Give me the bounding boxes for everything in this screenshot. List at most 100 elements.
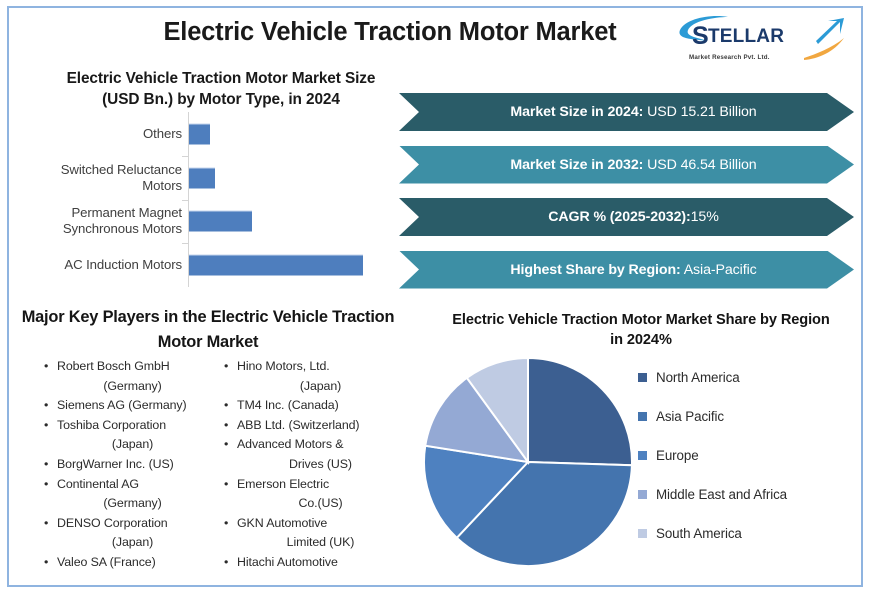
key-player-name: Toshiba Corporation [57, 417, 166, 432]
pie-slice: Europe: 15.5% [423, 444, 531, 540]
bar [189, 167, 216, 189]
kpi-banner-label: Market Size in 2032: [510, 156, 644, 173]
key-player-name: Valeo SA (France) [57, 554, 156, 569]
key-player-item: Valeo SA (France) [44, 553, 208, 573]
bar-chart-axis [188, 112, 189, 287]
pie-legend-swatch [638, 373, 647, 382]
svg-text:S: S [692, 22, 708, 50]
key-player-name: DENSO Corporation [57, 515, 168, 530]
bar-chart-row: Switched Reluctance Motors [14, 156, 400, 200]
bar-chart-tick [182, 155, 188, 157]
key-players-column-left: Robert Bosch GmbH (Germany) Siemens AG (Ge… [12, 357, 208, 573]
bar-chart-title: Electric Vehicle Traction Motor Market S… [66, 70, 376, 108]
kpi-banner-value: 15% [690, 209, 719, 225]
kpi-banner-text: Market Size in 2032: USD 46.54 Billion [496, 157, 756, 173]
key-player-name: Hitachi Automotive [237, 554, 338, 569]
bar [189, 123, 210, 145]
kpi-banner-value: USD 46.54 Billion [643, 156, 757, 173]
key-player-name: Hino Motors, Ltd. [237, 359, 330, 373]
bar-category-label: Others [143, 125, 182, 141]
key-player-item: ABB Ltd. (Switzerland) [224, 416, 404, 436]
pie-legend-swatch [638, 490, 647, 499]
key-players-title: Major Key Players in the Electric Vehicl… [21, 308, 395, 351]
key-player-name: Advanced Motors & [237, 437, 344, 452]
key-player-item: Hino Motors, Ltd. (Japan) [224, 357, 404, 396]
kpi-banner-text: Market Size in 2024: USD 15.21 Billion [496, 104, 756, 120]
key-player-item: Robert Bosch GmbH (Germany) [44, 357, 208, 396]
pie-legend-item: South America [638, 514, 856, 553]
bar-chart-tick [182, 243, 188, 245]
pie-legend-label: Asia Pacific [656, 409, 725, 424]
kpi-banner-text: CAGR % (2025-2032):15% [534, 209, 719, 225]
pie-slice: South America: 10% [465, 356, 529, 466]
bar-category-label: AC Induction Motors [64, 257, 182, 273]
bar [189, 210, 253, 232]
key-player-name: Continental AG [57, 476, 139, 491]
key-player-country: Co.(US) [298, 496, 343, 511]
pie-legend-swatch [638, 529, 647, 538]
pie-legend-label: South America [656, 526, 742, 541]
key-player-name: TM4 Inc. (Canada) [237, 398, 339, 413]
key-players-column-right: Hino Motors, Ltd. (Japan) TM4 Inc. (Canada… [208, 357, 404, 573]
stellar-logo-svg: S TELLAR Market Research Pvt. Ltd. [679, 16, 844, 61]
kpi-banner: Highest Share by Region: Asia-Pacific [399, 250, 854, 289]
key-player-country: Drives (US) [289, 456, 352, 471]
bar-category-label: Switched Reluctance Motors [60, 161, 182, 193]
key-player-name: Robert Bosch GmbH [57, 359, 170, 373]
key-player-name: ABB Ltd. (Switzerland) [237, 417, 360, 432]
pie-slice: Middle East and Africa: 12.5% [424, 376, 531, 464]
key-player-country: (Japan) [111, 437, 154, 452]
bar-chart-row: AC Induction Motors [14, 243, 400, 287]
kpi-banner-list: Market Size in 2024: USD 15.21 Billion Ma… [399, 93, 854, 290]
pie-chart-title: Electric Vehicle Traction Motor Market S… [452, 312, 830, 348]
pie-legend-label: North America [656, 370, 740, 385]
kpi-banner: Market Size in 2032: USD 46.54 Billion [399, 145, 854, 184]
key-player-item: Siemens AG (Germany) [44, 396, 208, 416]
pie-chart-panel: Electric Vehicle Traction Motor Market S… [416, 306, 858, 586]
key-player-name: Emerson Electric [237, 476, 330, 491]
pie-legend-swatch [638, 451, 647, 460]
key-player-item: DENSO Corporation (Japan) [44, 514, 208, 553]
key-player-country: (Japan) [111, 535, 154, 550]
key-player-item: Continental AG (Germany) [44, 475, 208, 514]
kpi-banner: CAGR % (2025-2032):15% [399, 198, 854, 236]
kpi-banner-text: Highest Share by Region: Asia-Pacific [496, 262, 756, 278]
key-player-item: Emerson Electric Co.(US) [224, 475, 404, 514]
key-player-name: GKN Automotive [237, 515, 328, 530]
key-player-country: Limited (UK) [286, 535, 355, 550]
pie-legend-item: North America [638, 358, 856, 397]
bar [189, 254, 363, 276]
pie-legend-item: Middle East and Africa [638, 475, 856, 514]
bar-category-label: Permanent Magnet Synchronous Motors [62, 205, 182, 237]
key-player-country: (Japan) [299, 378, 342, 393]
key-player-item: TM4 Inc. (Canada) [224, 396, 404, 416]
key-players-columns: Robert Bosch GmbH (Germany) Siemens AG (Ge… [12, 357, 404, 573]
svg-text:TELLAR: TELLAR [708, 26, 784, 47]
key-player-item: BorgWarner Inc. (US) [44, 455, 208, 475]
bar-chart-panel: Electric Vehicle Traction Motor Market S… [14, 62, 400, 292]
pie-slice: North America: 25.5% [527, 356, 633, 467]
kpi-banner-label: Highest Share by Region: [510, 261, 681, 278]
key-player-name: BorgWarner Inc. (US) [57, 456, 174, 471]
key-player-item: Hitachi Automotive [224, 553, 404, 573]
bar-chart-plot: Others Switched Reluctance Motors Permanen… [14, 112, 400, 287]
pie-legend-item: Europe [638, 436, 856, 475]
kpi-banner-value: USD 15.21 Billion [643, 104, 757, 120]
key-players-panel: Major Key Players in the Electric Vehicl… [12, 303, 404, 585]
bar-chart-row: Permanent Magnet Synchronous Motors [14, 200, 400, 244]
key-player-item: Toshiba Corporation (Japan) [44, 416, 208, 455]
key-player-item: Advanced Motors & Drives (US) [224, 435, 404, 474]
stellar-logo: S TELLAR Market Research Pvt. Ltd. [672, 10, 854, 68]
page-title: Electric Vehicle Traction Motor Market [163, 18, 617, 46]
bar-chart-row: Others [14, 112, 400, 156]
kpi-banner: Market Size in 2024: USD 15.21 Billion [399, 93, 854, 131]
key-player-country: (Germany) [103, 378, 162, 393]
svg-text:Market Research Pvt. Ltd.: Market Research Pvt. Ltd. [689, 54, 770, 61]
pie-chart-legend: North America Asia Pacific Europe Middle Ea… [638, 358, 856, 553]
pie-slice: Asia Pacific: 36.5% [455, 460, 633, 567]
key-player-country: (Germany) [103, 496, 162, 511]
kpi-banner-value: Asia-Pacific [680, 261, 757, 278]
kpi-banner-label: CAGR % (2025-2032): [548, 209, 691, 225]
key-player-item: GKN Automotive Limited (UK) [224, 514, 404, 553]
